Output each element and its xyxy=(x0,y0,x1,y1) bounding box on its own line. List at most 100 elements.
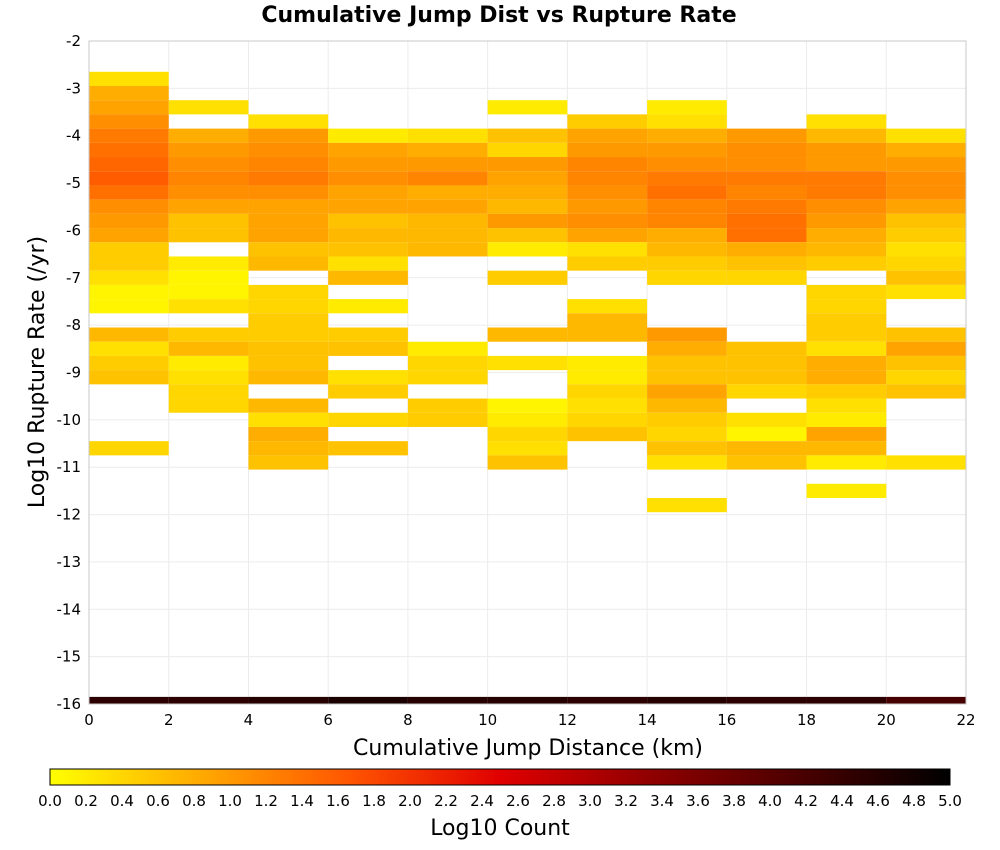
heatmap-cell xyxy=(647,114,727,129)
heatmap-cell xyxy=(248,341,329,356)
heatmap-cell xyxy=(328,157,408,172)
heatmap-cell xyxy=(248,441,329,456)
y-tick-label: -6 xyxy=(66,221,81,239)
colorbar-label: Log10 Count xyxy=(430,816,570,841)
y-tick-label: -16 xyxy=(57,695,82,713)
heatmap-cell xyxy=(647,242,727,257)
x-tick-label: 6 xyxy=(323,711,333,729)
heatmap-cell xyxy=(886,341,966,356)
heatmap-cell xyxy=(89,228,169,243)
colorbar-tick-label: 3.0 xyxy=(578,792,602,810)
heatmap-cell xyxy=(407,213,488,229)
heatmap-cell xyxy=(407,412,488,427)
heatmap-cell xyxy=(647,355,727,371)
colorbar-tick-label: 3.4 xyxy=(650,792,674,810)
heatmap-cell xyxy=(726,185,807,200)
heatmap-cell xyxy=(248,185,329,200)
colorbar-tick-label: 2.2 xyxy=(434,792,458,810)
heatmap-cell xyxy=(407,398,488,413)
heatmap-cell xyxy=(806,199,887,214)
colorbar-tick-label: 1.2 xyxy=(254,792,278,810)
heatmap-cell xyxy=(407,171,488,186)
heatmap-cell xyxy=(168,142,249,158)
heatmap-cell xyxy=(647,412,727,427)
heatmap-cell xyxy=(806,441,887,456)
y-axis-ticks: -2 -3 -4 -5 -6 -7 -8 -9 -10 -11 -12 -13 -14 -15 -16 xyxy=(57,32,82,713)
heatmap-cell xyxy=(726,426,807,442)
heatmap-cell xyxy=(647,213,727,229)
colorbar-ticks: 0.0 0.2 0.4 0.6 0.8 1.0 1.2 1.4 1.6 1.8 2.0 2.2 2.4 2… xyxy=(38,792,962,810)
plot-border xyxy=(88,40,967,705)
heatmap-cell xyxy=(328,142,408,158)
colorbar-tick-label: 2.0 xyxy=(398,792,422,810)
heatmap-cell xyxy=(647,270,727,285)
heatmap-cell xyxy=(168,256,249,271)
heatmap-cell xyxy=(248,171,329,186)
heatmap-cell xyxy=(487,199,568,214)
heatmap-cell-bottom xyxy=(248,696,329,704)
colorbar-tick-label: 4.8 xyxy=(902,792,926,810)
x-tick-label: 22 xyxy=(956,711,975,729)
heatmap-cell xyxy=(328,441,408,456)
heatmap-cell xyxy=(886,370,966,385)
heatmap-cell xyxy=(248,299,329,314)
heatmap-cell-bottom xyxy=(328,696,408,704)
heatmap-cell xyxy=(89,85,169,101)
heatmap-cell xyxy=(726,228,807,243)
heatmap-cell xyxy=(248,327,329,342)
heatmap-cell xyxy=(487,213,568,229)
heatmap-cell xyxy=(647,157,727,172)
heatmap-cell xyxy=(806,242,887,257)
heatmap-cell xyxy=(89,71,169,86)
heatmap-cell xyxy=(328,171,408,186)
heatmap-cell xyxy=(806,313,887,328)
y-tick-label: -7 xyxy=(66,269,81,287)
heatmap-cell xyxy=(726,370,807,385)
heatmap-cell xyxy=(806,213,887,229)
heatmap-cell xyxy=(248,228,329,243)
heatmap-cell xyxy=(168,100,249,115)
heatmap-cell xyxy=(168,370,249,385)
heatmap-cell xyxy=(487,157,568,172)
heatmap-cell-bottom xyxy=(407,696,488,704)
heatmap-cell xyxy=(248,455,329,470)
heatmap-cell xyxy=(248,355,329,371)
heatmap-cell xyxy=(407,128,488,143)
heatmap-cell xyxy=(726,171,807,186)
heatmap-cell xyxy=(328,128,408,143)
heatmap-cell xyxy=(806,142,887,158)
heatmap-cell xyxy=(168,213,249,229)
heatmap-cell xyxy=(567,213,648,229)
heatmap-cell xyxy=(328,256,408,271)
heatmap-cell xyxy=(168,228,249,243)
heatmap-cell xyxy=(89,355,169,371)
x-tick-label: 18 xyxy=(797,711,816,729)
heatmap-cell xyxy=(89,213,169,229)
heatmap-cell xyxy=(567,142,648,158)
heatmap-cell xyxy=(168,284,249,300)
heatmap-cell xyxy=(886,157,966,172)
heatmap-cell xyxy=(89,114,169,129)
heatmap-cell xyxy=(89,171,169,186)
heatmap-cell xyxy=(89,327,169,342)
heatmap-cell xyxy=(248,412,329,427)
heatmap-cell xyxy=(248,284,329,300)
heatmap-cell xyxy=(647,455,727,470)
heatmap-cell xyxy=(647,228,727,243)
heatmap-cell xyxy=(886,284,966,300)
heatmap-cell xyxy=(647,341,727,356)
heatmap-cell xyxy=(248,199,329,214)
heatmap-cell xyxy=(407,355,488,371)
heatmap-cell xyxy=(726,455,807,470)
heatmap-cell xyxy=(886,256,966,271)
heatmap-cell xyxy=(407,142,488,158)
heatmap-cell xyxy=(89,270,169,285)
heatmap-cell xyxy=(726,213,807,229)
y-tick-label: -8 xyxy=(66,316,81,334)
heatmap-cell xyxy=(328,213,408,229)
heatmap-cell xyxy=(89,256,169,271)
heatmap-cell xyxy=(89,157,169,172)
heatmap-cell xyxy=(726,355,807,371)
heatmap-cell xyxy=(806,171,887,186)
heatmap-cell xyxy=(168,199,249,214)
